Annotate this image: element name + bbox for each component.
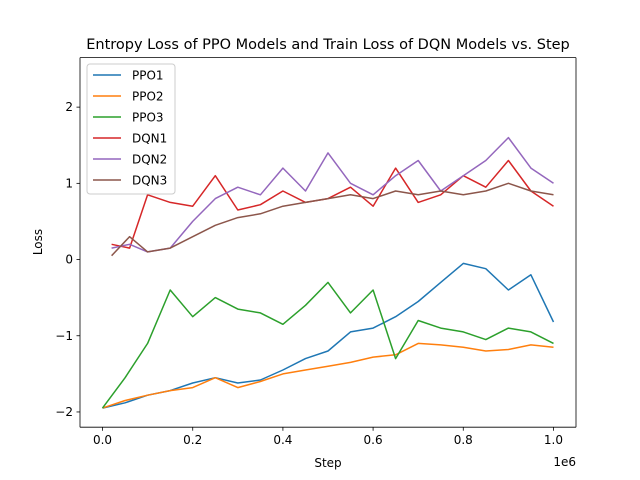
chart-title: Entropy Loss of PPO Models and Train Los… bbox=[86, 37, 570, 53]
axes-frame bbox=[79, 57, 577, 428]
y-tick-label: −1 bbox=[55, 329, 73, 343]
series-line-ppo3 bbox=[101, 281, 554, 409]
x-offset-label: 1e6 bbox=[553, 455, 576, 469]
legend-label-dqn3: DQN3 bbox=[132, 174, 167, 188]
legend-label-dqn1: DQN1 bbox=[132, 132, 167, 146]
series-line-ppo2 bbox=[102, 342, 554, 409]
x-tick-label: 0.4 bbox=[273, 433, 292, 447]
series-line-ppo1 bbox=[102, 262, 555, 409]
legend-items: PPO1 PPO2 PPO3 DQN1 DQN2 DQN3 bbox=[93, 69, 167, 188]
legend-label-dqn2: DQN2 bbox=[132, 153, 167, 167]
y-tick-label: −2 bbox=[55, 405, 73, 419]
y-tick-label: 0 bbox=[65, 253, 73, 267]
legend-label-ppo3: PPO3 bbox=[132, 111, 164, 125]
series-line-dqn1 bbox=[111, 159, 554, 249]
x-tick-label: 1.0 bbox=[544, 433, 563, 447]
x-axis-label: Step bbox=[314, 456, 341, 470]
x-tick-label: 0.0 bbox=[93, 433, 112, 447]
x-tick-label: 0.6 bbox=[364, 433, 383, 447]
y-axis-label: Loss bbox=[31, 229, 45, 255]
series-line-dqn2 bbox=[111, 136, 554, 253]
x-tick-label: 0.2 bbox=[183, 433, 202, 447]
series-line-dqn3 bbox=[111, 182, 554, 257]
y-tick-label: 1 bbox=[65, 176, 73, 190]
x-axis-ticks: 0.0 0.2 0.4 0.6 0.8 1.0 bbox=[93, 427, 563, 447]
legend-label-ppo2: PPO2 bbox=[132, 90, 164, 104]
y-tick-label: 2 bbox=[65, 100, 73, 114]
legend-label-ppo1: PPO1 bbox=[132, 69, 164, 83]
x-tick-label: 0.8 bbox=[454, 433, 473, 447]
y-axis-ticks: −2 −1 0 1 2 bbox=[55, 100, 80, 419]
plot-lines bbox=[101, 136, 555, 409]
legend: PPO1 PPO2 PPO3 DQN1 DQN2 DQN3 bbox=[86, 63, 176, 195]
